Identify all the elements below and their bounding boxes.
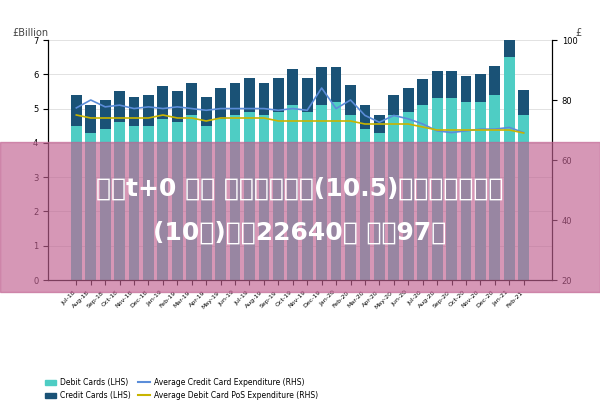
Bar xyxy=(128,96,139,126)
Bar xyxy=(461,76,472,102)
Bar xyxy=(244,112,255,280)
Bar xyxy=(316,105,327,280)
Bar xyxy=(331,68,341,102)
Text: (10月)收报22640点 低沗97点: (10月)收报22640点 低沗97点 xyxy=(154,221,446,245)
Bar xyxy=(518,116,529,280)
Bar xyxy=(230,83,241,116)
Bar xyxy=(172,122,183,280)
Bar xyxy=(71,95,82,126)
Bar xyxy=(273,112,284,280)
Bar xyxy=(359,105,370,129)
Bar xyxy=(446,98,457,280)
Bar xyxy=(244,78,255,112)
Bar xyxy=(187,116,197,280)
Bar xyxy=(417,80,428,105)
Bar xyxy=(287,105,298,280)
Bar xyxy=(215,119,226,280)
Bar xyxy=(71,126,82,280)
Bar xyxy=(417,105,428,280)
Bar xyxy=(201,126,212,280)
Bar xyxy=(316,68,327,105)
Bar xyxy=(201,96,212,126)
Bar xyxy=(85,132,96,280)
Bar xyxy=(100,129,110,280)
Text: 股票t+0 平台 恒指夜期收盘(10.5)｜恒生指数夜期: 股票t+0 平台 恒指夜期收盘(10.5)｜恒生指数夜期 xyxy=(97,177,503,201)
Bar xyxy=(490,95,500,280)
Bar xyxy=(128,126,139,280)
Text: £: £ xyxy=(576,28,582,38)
Text: £Billion: £Billion xyxy=(12,28,48,38)
Bar xyxy=(388,95,399,116)
Bar xyxy=(302,78,313,112)
Bar xyxy=(172,92,183,122)
Bar xyxy=(504,23,515,57)
Bar xyxy=(287,69,298,105)
Bar xyxy=(157,119,169,280)
Bar xyxy=(403,88,413,112)
Bar xyxy=(85,105,96,132)
Bar xyxy=(143,95,154,126)
Bar xyxy=(431,71,443,98)
Bar xyxy=(273,78,284,112)
Legend: Debit Cards (LHS), Credit Cards (LHS), Average Credit Card Expenditure (RHS), Av: Debit Cards (LHS), Credit Cards (LHS), A… xyxy=(42,375,321,400)
Bar xyxy=(157,86,169,119)
Bar xyxy=(504,57,515,280)
Bar xyxy=(518,90,529,116)
Bar xyxy=(143,126,154,280)
Bar xyxy=(475,74,486,102)
Bar xyxy=(259,116,269,280)
Bar xyxy=(345,84,356,116)
Bar xyxy=(302,112,313,280)
Bar xyxy=(114,122,125,280)
Bar xyxy=(359,129,370,280)
Bar xyxy=(475,102,486,280)
Bar xyxy=(374,116,385,132)
Bar xyxy=(461,102,472,280)
Bar xyxy=(259,83,269,116)
Bar xyxy=(446,71,457,98)
Bar xyxy=(403,112,413,280)
Bar xyxy=(100,100,110,129)
Bar xyxy=(374,132,385,280)
Bar xyxy=(215,88,226,119)
Bar xyxy=(490,66,500,95)
Bar xyxy=(388,116,399,280)
Bar xyxy=(431,98,443,280)
Bar xyxy=(114,92,125,122)
Bar xyxy=(331,102,341,280)
Bar xyxy=(187,83,197,116)
Bar xyxy=(345,116,356,280)
Bar xyxy=(230,116,241,280)
